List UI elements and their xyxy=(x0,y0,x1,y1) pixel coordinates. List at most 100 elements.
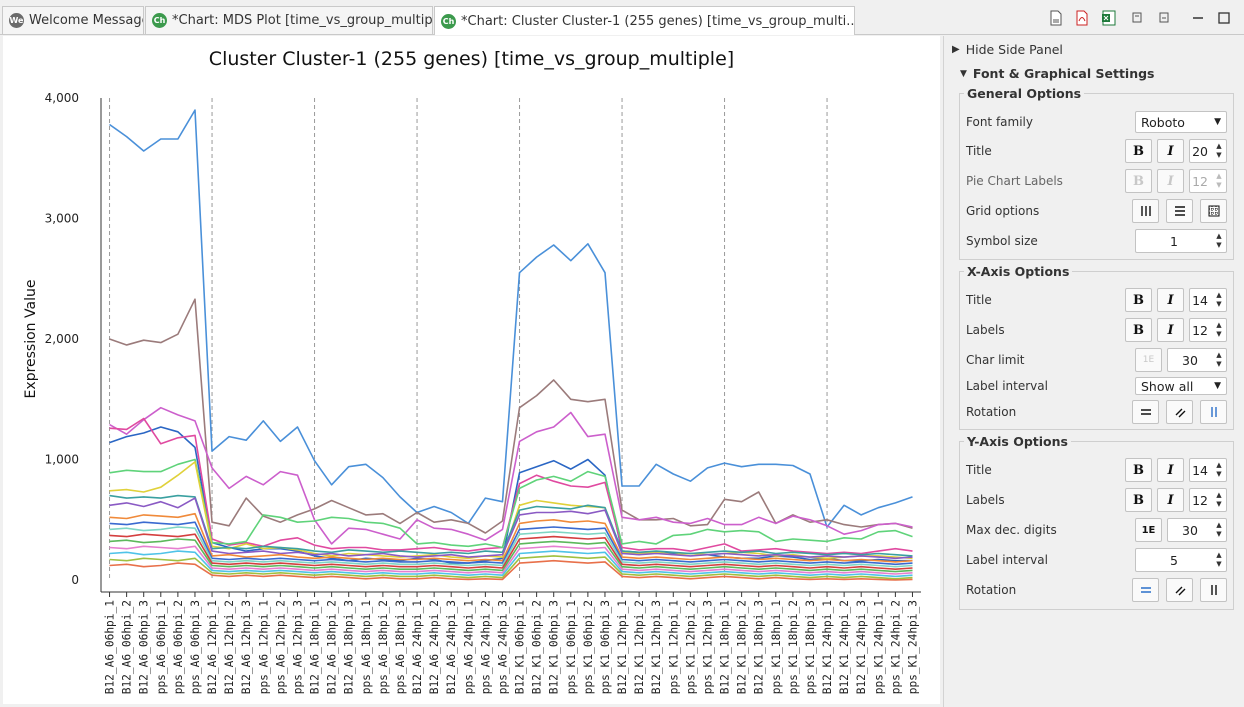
bold-button[interactable]: B xyxy=(1125,318,1152,342)
bold-button[interactable]: B xyxy=(1125,139,1152,163)
x-tick-label: B12_A6_12hpi_2 xyxy=(223,600,236,694)
x-tick-label: pps_K1_18hpi_3 xyxy=(804,600,817,694)
minimize-icon[interactable] xyxy=(1190,10,1206,26)
y-labels-size-stepper[interactable]: 12 ▲ ▼ xyxy=(1189,488,1227,512)
font-family-label: Font family xyxy=(966,115,1033,129)
tab-cluster-chart[interactable]: Ch *Chart: Cluster Cluster-1 (255 genes)… xyxy=(434,6,855,35)
series-line xyxy=(109,109,913,528)
vertical-grid-icon[interactable] xyxy=(1132,199,1159,223)
stepper-arrows-icon[interactable]: ▲ ▼ xyxy=(1216,321,1222,338)
stepper-arrows-icon[interactable]: ▲ ▼ xyxy=(1216,232,1222,249)
horizontal-grid-icon[interactable] xyxy=(1166,199,1193,223)
bold-button: B xyxy=(1125,169,1152,193)
y-title-label: Title xyxy=(966,463,992,477)
char-limit-stepper[interactable]: 30 ▲ ▼ xyxy=(1167,348,1227,372)
x-interval-row: Label interval Show all ▼ xyxy=(966,373,1227,399)
y-tick-label: 2,000 xyxy=(45,332,79,346)
rotation-horizontal-icon[interactable] xyxy=(1132,400,1159,424)
rotation-diagonal-icon[interactable] xyxy=(1166,578,1193,602)
font-graphical-settings-header[interactable]: ▼ Font & Graphical Settings xyxy=(960,66,1155,81)
x-tick-label: pps_K1_24hpi_3 xyxy=(906,600,919,694)
italic-button[interactable]: I xyxy=(1157,458,1184,482)
italic-button[interactable]: I xyxy=(1157,488,1184,512)
rotation-vertical-icon[interactable] xyxy=(1200,578,1227,602)
italic-button[interactable]: I xyxy=(1157,318,1184,342)
x-tick-label: pps_A6_24hpi_3 xyxy=(496,600,509,694)
rotation-horizontal-icon[interactable] xyxy=(1132,578,1159,602)
max-dec-row: Max dec. digits 1E 30 ▲ ▼ xyxy=(966,517,1227,543)
y-title-row: Title B I 14 ▲ ▼ xyxy=(966,457,1227,483)
symbol-size-label: Symbol size xyxy=(966,234,1038,248)
pie-labels-row: Pie Chart Labels B I 12 ▲ ▼ xyxy=(966,168,1227,194)
y-rotation-row: Rotation xyxy=(966,577,1227,603)
x-interval-select[interactable]: Show all ▼ xyxy=(1135,377,1227,395)
title-size-stepper[interactable]: 20 ▲ ▼ xyxy=(1189,139,1227,163)
rotation-diagonal-icon[interactable] xyxy=(1166,400,1193,424)
full-grid-icon[interactable] xyxy=(1200,199,1227,223)
stepper-arrows-icon[interactable]: ▲ ▼ xyxy=(1216,551,1222,568)
stepper-value: 12 xyxy=(1192,492,1208,508)
max-dec-stepper[interactable]: 30 ▲ ▼ xyxy=(1167,518,1227,542)
bold-button[interactable]: B xyxy=(1125,458,1152,482)
stepper-arrows-icon[interactable]: ▲ ▼ xyxy=(1216,142,1222,159)
x-rotation-row: Rotation xyxy=(966,399,1227,425)
x-interval-label: Label interval xyxy=(966,379,1048,393)
stepper-arrows-icon[interactable]: ▲ ▼ xyxy=(1216,521,1222,538)
char-limit-toggle-icon[interactable]: 1E xyxy=(1135,348,1162,372)
x-title-label: Title xyxy=(966,293,992,307)
stepper-value: 30 xyxy=(1182,352,1198,368)
hide-side-panel-toggle[interactable]: ▶ Hide Side Panel xyxy=(952,42,1063,57)
italic-button[interactable]: I xyxy=(1157,139,1184,163)
excel-icon[interactable] xyxy=(1101,10,1117,26)
x-tick-label: B12_A6_24hpi_1 xyxy=(411,600,424,694)
x-tick-label: B12_A6_12hpi_1 xyxy=(206,600,219,694)
group-title: General Options xyxy=(967,86,1082,101)
y-title-size-stepper[interactable]: 14 ▲ ▼ xyxy=(1189,458,1227,482)
italic-button[interactable]: I xyxy=(1157,288,1184,312)
x-tick-label: pps_K1_12hpi_2 xyxy=(684,600,697,694)
export-alt-icon[interactable] xyxy=(1156,10,1172,26)
tab-welcome-message[interactable]: We Welcome Message xyxy=(2,6,144,34)
chevron-down-icon: ▼ xyxy=(1214,381,1221,391)
series-line xyxy=(109,533,913,571)
bold-button[interactable]: B xyxy=(1125,288,1152,312)
x-labels-size-stepper[interactable]: 12 ▲ ▼ xyxy=(1189,318,1227,342)
x-labels-label: Labels xyxy=(966,323,1005,337)
symbol-size-stepper[interactable]: 1 ▲ ▼ xyxy=(1135,229,1227,253)
stepper-arrows-icon[interactable]: ▲ ▼ xyxy=(1216,291,1222,308)
x-tick-label: pps_A6_18hpi_1 xyxy=(360,600,373,694)
x-title-size-stepper[interactable]: 14 ▲ ▼ xyxy=(1189,288,1227,312)
font-family-value: Roboto xyxy=(1141,114,1185,130)
document-icon[interactable] xyxy=(1048,10,1064,26)
y-interval-stepper[interactable]: 5 ▲ ▼ xyxy=(1135,548,1227,572)
rotation-vertical-icon[interactable] xyxy=(1200,400,1227,424)
tab-mds-plot[interactable]: Ch *Chart: MDS Plot [time_vs_group_multi… xyxy=(145,6,433,34)
pdf-icon[interactable] xyxy=(1074,10,1090,26)
y-axis-title: Expression Value xyxy=(23,280,39,399)
scientific-notation-toggle[interactable]: 1E xyxy=(1135,518,1162,542)
x-tick-label: B12_A6_18hpi_1 xyxy=(309,600,322,694)
title-label: Title xyxy=(966,144,992,158)
x-title-row: Title B I 14 ▲ ▼ xyxy=(966,287,1227,313)
series-line xyxy=(109,406,913,545)
side-panel: ▶ Hide Side Panel ▼ Font & Graphical Set… xyxy=(943,36,1244,707)
export-icon[interactable] xyxy=(1129,10,1145,26)
series-line xyxy=(109,538,913,573)
font-family-select[interactable]: Roboto ▼ xyxy=(1135,111,1227,133)
bold-button[interactable]: B xyxy=(1125,488,1152,512)
x-tick-label: B12_A6_18hpi_3 xyxy=(343,600,356,694)
stepper-arrows-icon[interactable]: ▲ ▼ xyxy=(1216,461,1222,478)
chart-title: Cluster Cluster-1 (255 genes) [time_vs_g… xyxy=(208,48,735,70)
series-line xyxy=(109,521,913,566)
font-family-row: Font family Roboto ▼ xyxy=(966,109,1227,135)
stepper-arrows-icon[interactable]: ▲ ▼ xyxy=(1216,491,1222,508)
series-line xyxy=(109,559,913,581)
stepper-arrows-icon[interactable]: ▲ ▼ xyxy=(1216,351,1222,368)
line-chart[interactable]: 0 1,000 2,000 3,000 4,000 Expression Value B12… xyxy=(3,36,940,704)
editor-tab-bar: We Welcome Message Ch *Chart: MDS Plot [… xyxy=(0,0,1244,35)
stepper-arrows-icon: ▲ ▼ xyxy=(1216,172,1222,189)
x-tick-label: pps_K1_06hpi_2 xyxy=(582,600,595,694)
symbol-size-row: Symbol size 1 ▲ ▼ xyxy=(966,228,1227,254)
series-line xyxy=(109,512,913,563)
maximize-icon[interactable] xyxy=(1216,10,1232,26)
